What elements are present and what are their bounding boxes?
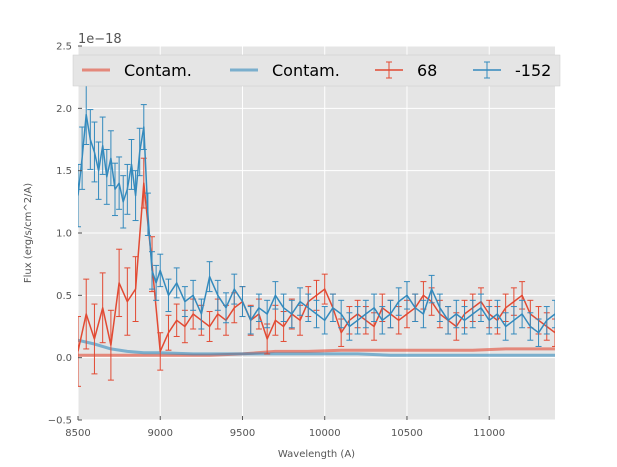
series-line-68: [78, 182, 555, 353]
legend-entry-0: Contam.: [82, 61, 192, 80]
legend: Contam. Contam. 68 -152: [72, 54, 561, 87]
x-axis-label: Wavelength (A): [278, 449, 355, 460]
grid: [77, 45, 555, 421]
x-tick-label: 9000: [148, 428, 173, 439]
error-bar: [78, 316, 81, 387]
ticks: 8500 9000 9500 10000 10500 11000 −0.5 0.0 0.5 1.0…: [48, 42, 505, 440]
y-tick-label: 1.5: [56, 166, 72, 177]
error-bar: [552, 299, 555, 329]
x-tick-label: 8500: [65, 428, 90, 439]
legend-label: 68: [417, 61, 437, 80]
legend-label: -152: [515, 61, 551, 80]
y-tick-label: 2.0: [56, 104, 72, 115]
contam-line-1: [78, 338, 555, 357]
y-axis-label: Flux (erg/s/cm^2/A): [23, 183, 34, 283]
legend-entry-3: -152: [473, 61, 551, 80]
offset-text: 1e−18: [78, 32, 122, 47]
y-tick-label: 1.0: [56, 229, 72, 240]
x-tick-label: 11000: [473, 428, 505, 439]
y-tick-label: 0.5: [56, 291, 72, 302]
error-bar: [552, 318, 555, 347]
x-tick-label: 10000: [309, 428, 341, 439]
legend-entry-2: 68: [375, 61, 437, 80]
x-tick-label: 9500: [230, 428, 255, 439]
series-line--152: [78, 113, 555, 334]
legend-label: Contam.: [124, 61, 192, 80]
y-tick-label: 0.0: [56, 353, 72, 364]
error-bar: [78, 163, 81, 228]
y-tick-label: −0.5: [48, 416, 72, 427]
legend-label: Contam.: [272, 61, 340, 80]
errorbar-series--152: [78, 84, 555, 347]
legend-entry-1: Contam.: [230, 61, 340, 80]
series-layer: [78, 84, 555, 387]
x-tick-label: 10500: [391, 428, 423, 439]
y-tick-label: 2.5: [56, 42, 72, 53]
